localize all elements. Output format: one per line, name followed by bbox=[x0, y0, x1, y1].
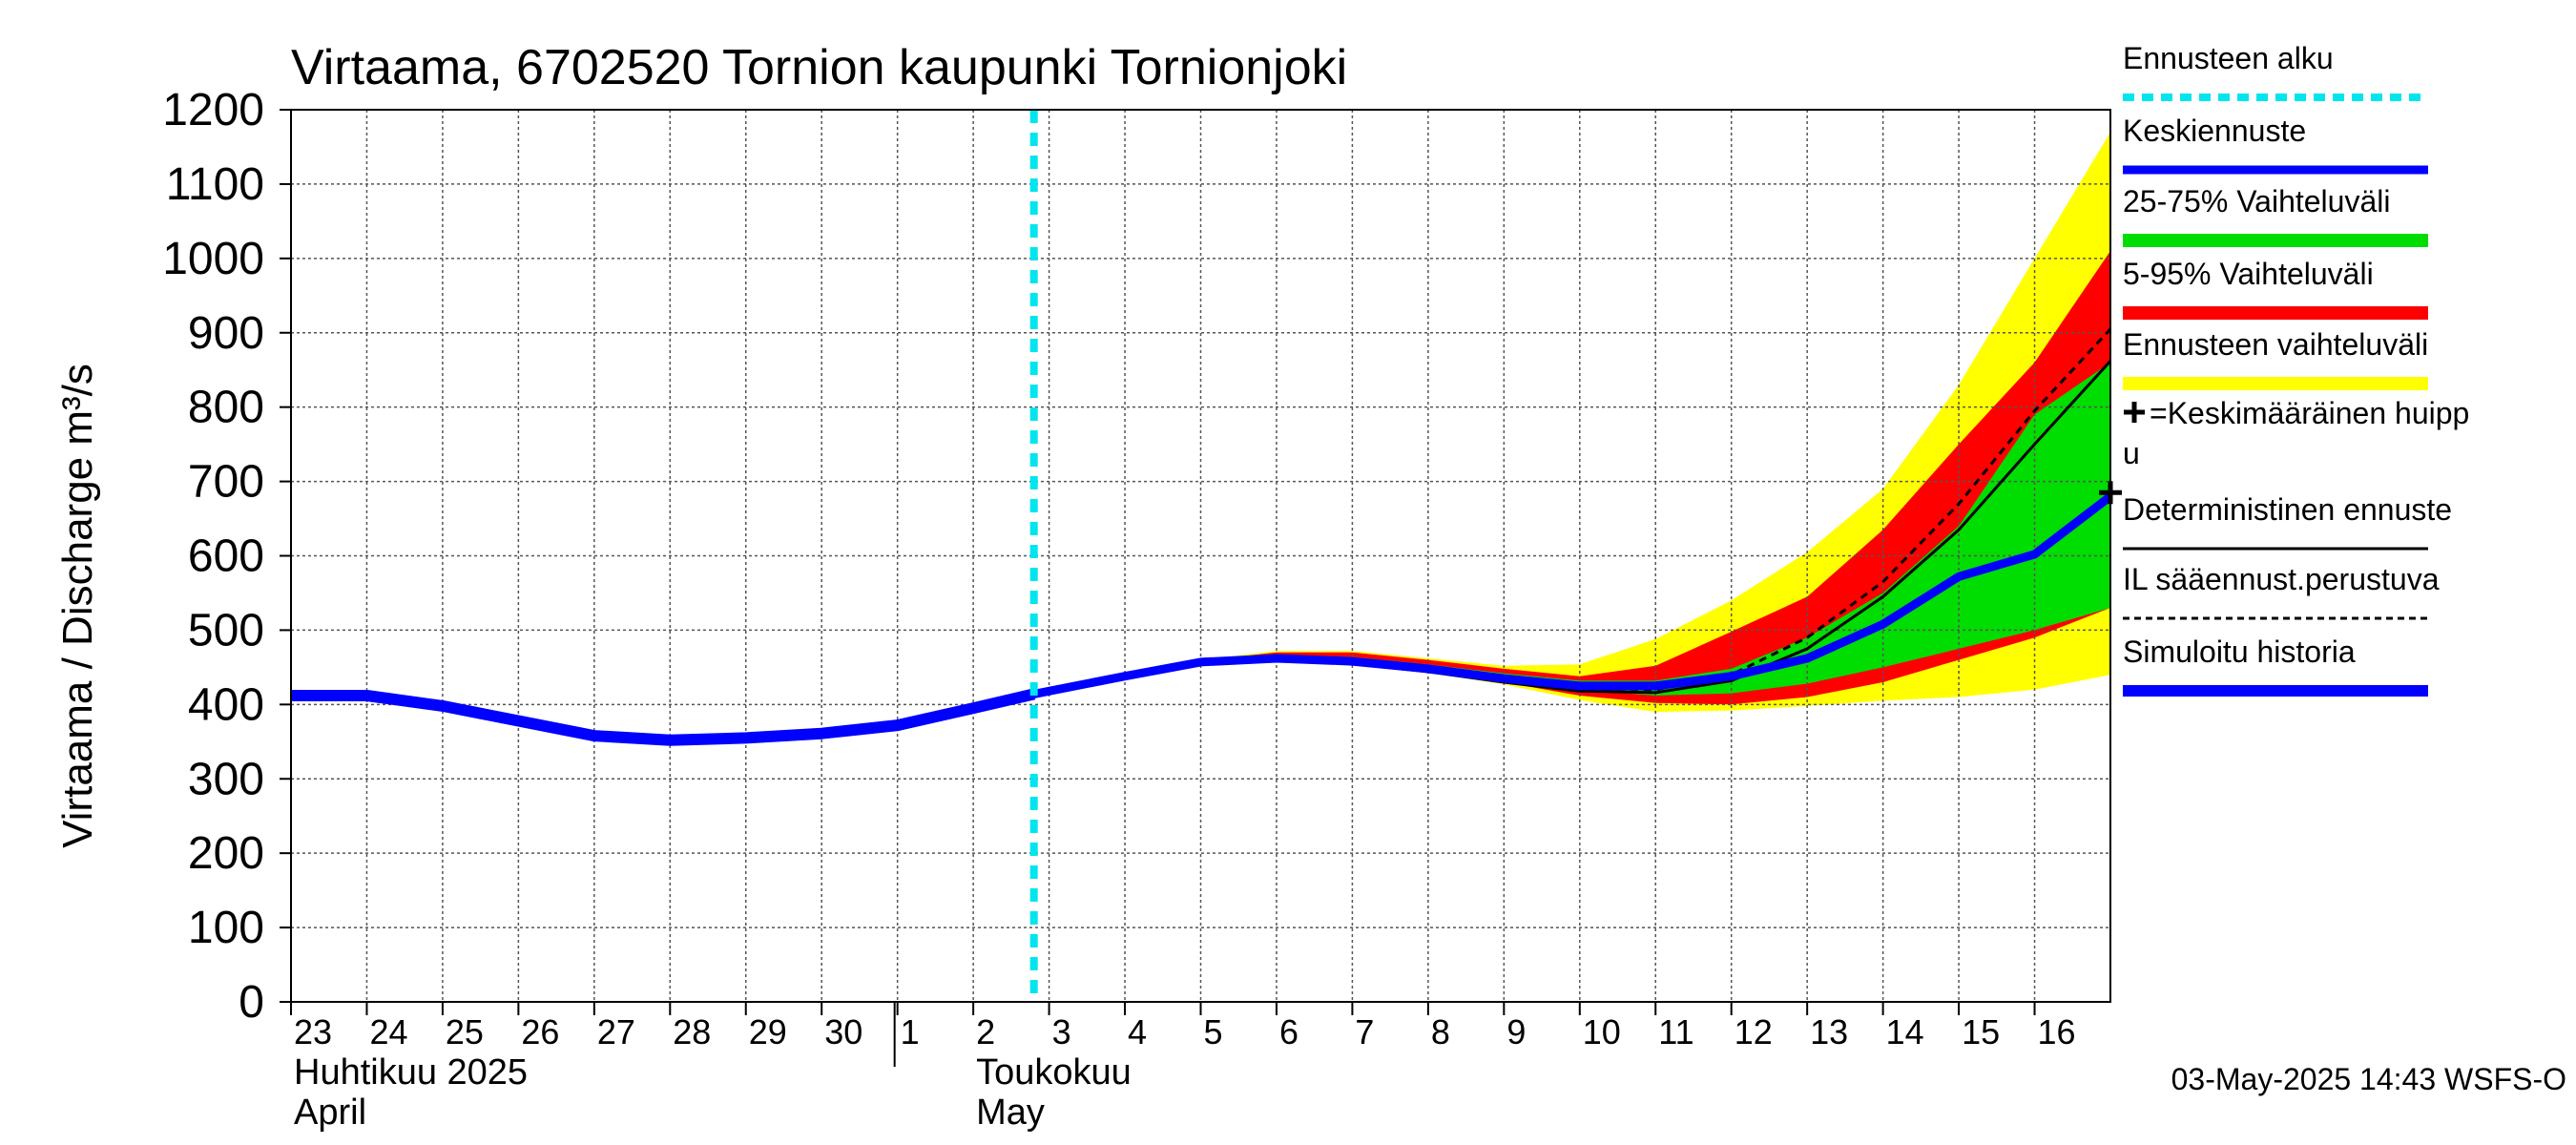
x-tick-label: 14 bbox=[1886, 1012, 1924, 1051]
x-tick-label: 5 bbox=[1204, 1012, 1223, 1051]
legend-peak-marker bbox=[2124, 402, 2145, 423]
legend-label: IL sääennust.perustuva bbox=[2123, 562, 2440, 596]
x-tick-label: 16 bbox=[2038, 1012, 2076, 1051]
month-label-en: April bbox=[294, 1093, 366, 1133]
chart-title: Virtaama, 6702520 Tornion kaupunki Torni… bbox=[291, 40, 1347, 95]
x-tick-label: 23 bbox=[294, 1012, 332, 1051]
simulated-history-line bbox=[291, 688, 1036, 746]
y-tick-label: 200 bbox=[188, 828, 264, 879]
x-tick-label: 28 bbox=[673, 1012, 711, 1051]
month-label-fi: Toukokuu bbox=[976, 1052, 1132, 1093]
y-tick-label: 300 bbox=[188, 754, 264, 804]
legend-label: 5-95% Vaihteluväli bbox=[2123, 257, 2374, 291]
y-tick-label: 900 bbox=[188, 308, 264, 359]
y-tick-label: 700 bbox=[188, 457, 264, 508]
x-tick-label: 8 bbox=[1431, 1012, 1450, 1051]
y-tick-label: 1100 bbox=[166, 159, 264, 210]
timestamp: 03-May-2025 14:43 WSFS-O bbox=[2171, 1062, 2566, 1096]
y-tick-label: 600 bbox=[188, 531, 264, 582]
legend-label: Keskiennuste bbox=[2123, 114, 2306, 148]
x-tick-label: 25 bbox=[446, 1012, 484, 1051]
y-tick-label: 1200 bbox=[162, 85, 264, 135]
x-tick-label: 9 bbox=[1506, 1012, 1526, 1051]
y-tick-label: 1000 bbox=[162, 234, 264, 284]
x-tick-label: 6 bbox=[1279, 1012, 1298, 1051]
x-tick-label: 3 bbox=[1052, 1012, 1071, 1051]
x-tick-label: 4 bbox=[1128, 1012, 1147, 1051]
x-tick-label: 15 bbox=[1962, 1012, 2000, 1051]
y-tick-label: 400 bbox=[188, 679, 264, 730]
legend-label-continued: u bbox=[2123, 436, 2140, 470]
y-tick-label: 500 bbox=[188, 605, 264, 656]
legend-label: Ennusteen vaihteluväli bbox=[2123, 327, 2428, 362]
legend-label: Ennusteen alku bbox=[2123, 41, 2334, 75]
legend-label: 25-75% Vaihteluväli bbox=[2123, 184, 2390, 219]
mean-forecast-line bbox=[1032, 492, 2113, 698]
y-axis-label: Virtaama / Discharge m³/s bbox=[54, 364, 101, 848]
x-tick-label: 13 bbox=[1810, 1012, 1848, 1051]
x-tick-label: 24 bbox=[369, 1012, 407, 1051]
y-tick-label: 0 bbox=[239, 977, 264, 1028]
x-tick-label: 29 bbox=[749, 1012, 787, 1051]
x-tick-label: 11 bbox=[1658, 1012, 1693, 1051]
x-tick-label: 26 bbox=[521, 1012, 559, 1051]
x-tick-label: 1 bbox=[901, 1012, 920, 1051]
x-tick-label: 27 bbox=[597, 1012, 635, 1051]
x-tick-label: 12 bbox=[1735, 1012, 1773, 1051]
y-tick-label: 800 bbox=[188, 383, 264, 433]
month-label-en: May bbox=[976, 1093, 1045, 1133]
legend-label: Deterministinen ennuste bbox=[2123, 492, 2452, 527]
legend-label: =Keskimääräinen huipp bbox=[2150, 396, 2469, 430]
legend-label: Simuloitu historia bbox=[2123, 635, 2356, 669]
x-tick-label: 2 bbox=[976, 1012, 995, 1051]
x-tick-label: 7 bbox=[1355, 1012, 1374, 1051]
x-tick-label: 10 bbox=[1583, 1012, 1621, 1051]
x-tick-label: 30 bbox=[824, 1012, 862, 1051]
y-tick-label: 100 bbox=[188, 903, 264, 953]
range-5-95-band bbox=[1033, 251, 2110, 705]
month-label-fi: Huhtikuu 2025 bbox=[294, 1052, 528, 1093]
